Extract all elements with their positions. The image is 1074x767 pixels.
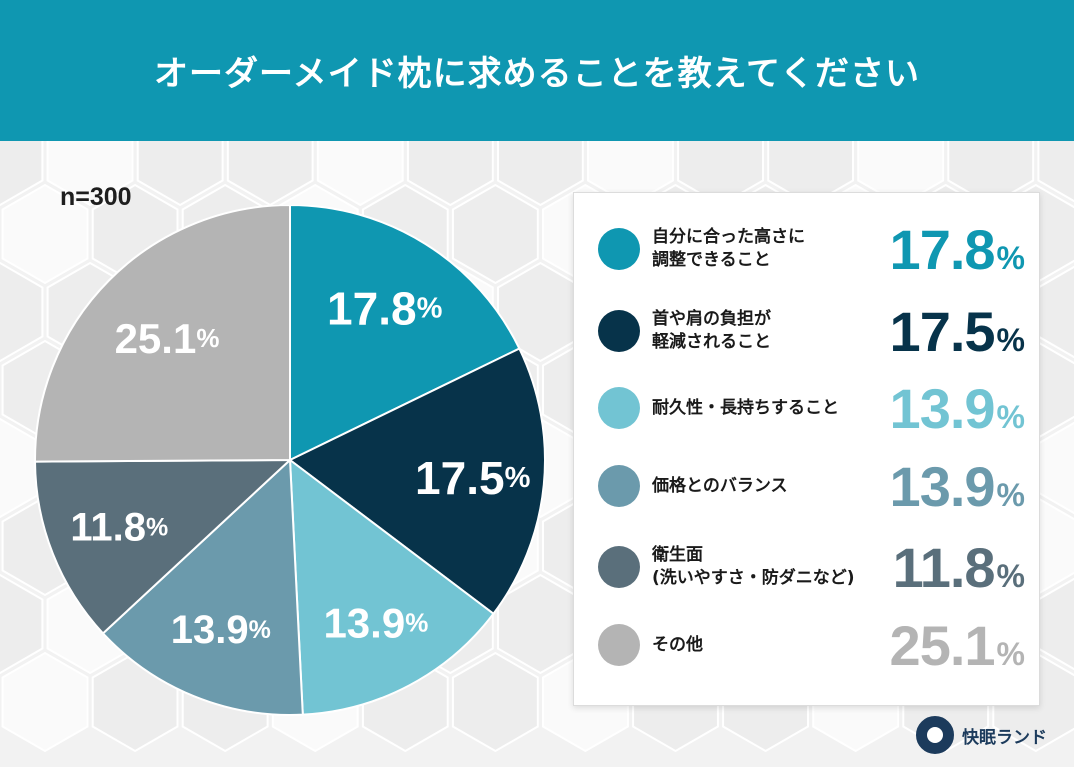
legend-value-number: 11.8 (892, 535, 996, 599)
legend-value-number: 17.5 (889, 299, 996, 363)
legend-value: 11.8% (893, 535, 1025, 600)
legend-value: 13.9% (890, 376, 1025, 441)
legend-label-line: 調整できること (652, 250, 771, 270)
pie-slice (288, 347, 547, 616)
page-title: オーダーメイド枕に求めることを教えてください (154, 54, 920, 94)
pie-slice-label: 13.9% (171, 608, 271, 652)
legend-item: 自分に合った高さに 調整できること 17.8% (574, 209, 1041, 289)
legend-value-number: 13.9 (889, 376, 996, 440)
legend-label-line: 価格とのバランス (652, 475, 788, 496)
legend-label: その他 (652, 634, 882, 657)
legend-color-dot (598, 228, 640, 270)
legend-value-unit: % (996, 239, 1025, 276)
legend-item: 耐久性・長持ちすること 13.9% (574, 368, 1041, 448)
legend-color-dot (598, 465, 640, 507)
legend-value-unit: % (996, 398, 1025, 435)
legend-item: 衛生面 (洗いやすさ・防ダニなど) 11.8% (574, 527, 1041, 607)
pie-slice (34, 205, 291, 463)
legend-label-line: その他 (652, 634, 703, 655)
legend-value: 25.1% (890, 613, 1025, 678)
pie-slice (34, 458, 293, 635)
pie-chart: 17.8% 17.5% 13.9% 13.9% 11.8% 25.1% (34, 205, 547, 717)
legend-value: 17.5% (890, 299, 1025, 364)
legend-label-line: 衛生面 (652, 545, 703, 566)
legend-value: 17.8% (890, 217, 1025, 282)
legend-item: 価格とのバランス 13.9% (574, 446, 1041, 526)
legend-panel: 自分に合った高さに 調整できること 17.8% 首や肩の負担が 軽減されること 17.5%… (573, 192, 1040, 706)
legend-label-line: 軽減されること (652, 332, 771, 352)
pie-slice (288, 457, 495, 716)
legend-value-number: 25.1 (889, 613, 996, 677)
legend-value-unit: % (996, 635, 1025, 672)
pie-slice (101, 457, 304, 717)
sleeping-moon-logo-icon (916, 716, 954, 754)
hexagon-tile (0, 573, 44, 675)
hexagon-tile (0, 261, 44, 363)
legend-value-number: 13.9 (889, 454, 996, 518)
legend-label: 自分に合った高さに 調整できること (652, 226, 882, 272)
hexagon-tile (1, 183, 89, 285)
legend-label: 首や肩の負担が 軽減されること (652, 308, 882, 354)
legend-label: 価格とのバランス (652, 475, 882, 498)
legend-label-line: (洗いやすさ・防ダニなど) (652, 568, 855, 588)
pie-slice-label: 25.1% (115, 314, 220, 361)
legend-label-line: 耐久性・長持ちすること (652, 397, 839, 418)
legend-item: その他 25.1% (574, 605, 1041, 685)
legend-value-unit: % (996, 321, 1025, 358)
hexagon-tile (1, 651, 89, 753)
brand-logo-block: 快眠ランド (916, 716, 1047, 754)
legend-value-unit: % (996, 557, 1025, 594)
legend-value: 13.9% (890, 454, 1025, 519)
legend-item: 首や肩の負担が 軽減されること 17.5% (574, 291, 1041, 371)
sample-size-label: n=300 (60, 183, 132, 211)
legend-label: 衛生面 (洗いやすさ・防ダニなど) (652, 544, 882, 590)
legend-value-unit: % (996, 476, 1025, 513)
header-banner: オーダーメイド枕に求めることを教えてください (0, 0, 1074, 141)
pie-slice-label: 17.8% (327, 283, 443, 335)
pie-slice (289, 205, 521, 462)
legend-color-dot (598, 387, 640, 429)
hexagon-tile (451, 183, 539, 285)
pie-slice-label: 11.8% (70, 506, 168, 550)
legend-label-line: 首や肩の負担が (652, 309, 771, 330)
legend-color-dot (598, 624, 640, 666)
pie-slice-label: 13.9% (323, 599, 428, 646)
legend-color-dot (598, 310, 640, 352)
legend-label-line: 自分に合った高さに (652, 227, 805, 248)
legend-color-dot (598, 546, 640, 588)
brand-name: 快眠ランド (962, 727, 1047, 748)
legend-label: 耐久性・長持ちすること (652, 397, 882, 420)
pie-slice-label: 17.5% (415, 452, 531, 504)
hexagon-tile (451, 651, 539, 753)
legend-value-number: 17.8 (889, 217, 996, 281)
